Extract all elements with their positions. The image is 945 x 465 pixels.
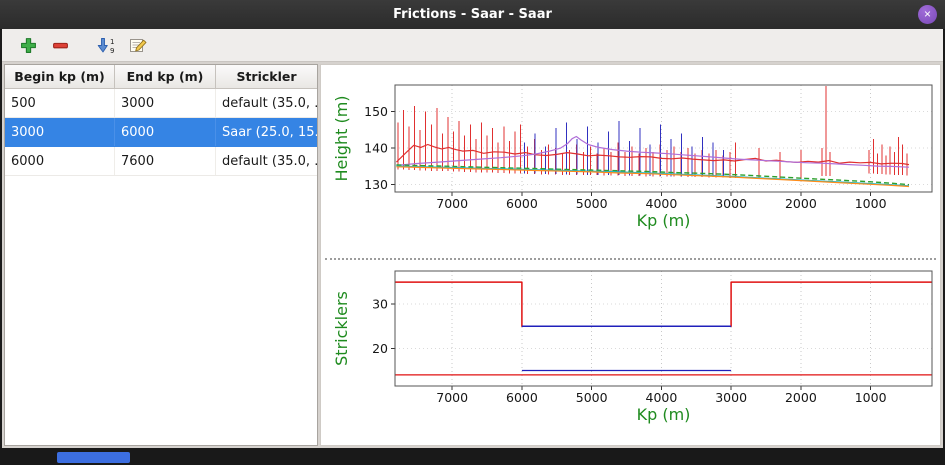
svg-text:3000: 3000 [715, 390, 747, 405]
cell-strickler: Saar (25.0, 15.0) [222, 124, 317, 140]
chart-separator [325, 258, 936, 260]
edit-pencil-icon [129, 38, 146, 52]
minus-icon [52, 42, 68, 48]
cell-end-kp: 3000 [115, 89, 216, 117]
stricklers-chart: 7000 6000 5000 4000 3000 2000 1000 20 30 Kp (m) St… [332, 270, 933, 424]
table-row-3[interactable]: 6000 7600 default (35.0, … [5, 147, 317, 176]
table-header: Begin kp (m) End kp (m) Strickler [5, 65, 317, 89]
table-row-2-selected[interactable]: 3000 6000 Saar (25.0, 15.0) [5, 118, 317, 147]
svg-text:5000: 5000 [576, 196, 608, 211]
column-header-strickler[interactable]: Strickler [236, 69, 297, 84]
svg-text:7000: 7000 [436, 390, 468, 405]
sort-button[interactable]: 1 9 [92, 32, 120, 58]
table-row-1[interactable]: 500 3000 default (35.0, … [5, 89, 317, 118]
window-bottom-edge [0, 448, 945, 465]
svg-text:30: 30 [372, 297, 388, 312]
column-header-end-kp[interactable]: End kp (m) [115, 65, 216, 88]
main-area: Begin kp (m) End kp (m) Strickler 500 30… [2, 62, 943, 448]
cell-end-kp: 7600 [115, 147, 216, 175]
svg-text:5000: 5000 [576, 390, 608, 405]
svg-text:9: 9 [110, 47, 114, 54]
svg-text:2000: 2000 [785, 196, 817, 211]
svg-text:7000: 7000 [436, 196, 468, 211]
svg-text:2000: 2000 [785, 390, 817, 405]
svg-text:6000: 6000 [506, 196, 538, 211]
cell-begin-kp: 3000 [5, 118, 115, 146]
svg-text:Kp (m): Kp (m) [637, 405, 691, 424]
svg-text:Height (m): Height (m) [332, 95, 351, 181]
svg-text:140: 140 [364, 141, 388, 156]
titlebar: Frictions - Saar - Saar × [0, 0, 945, 30]
svg-text:Stricklers: Stricklers [332, 291, 351, 366]
close-button[interactable]: × [918, 5, 937, 24]
svg-text:150: 150 [364, 104, 388, 119]
svg-text:3000: 3000 [715, 196, 747, 211]
height-chart: 7000 6000 5000 4000 3000 2000 1000 130 140 150 Kp … [332, 84, 933, 230]
svg-text:1000: 1000 [855, 196, 887, 211]
svg-text:4000: 4000 [646, 196, 678, 211]
cell-begin-kp: 6000 [5, 147, 115, 175]
svg-text:1: 1 [110, 38, 114, 46]
column-header-begin-kp[interactable]: Begin kp (m) [5, 65, 115, 88]
taskbar-item[interactable] [57, 452, 130, 463]
remove-friction-button[interactable] [46, 32, 74, 58]
cell-strickler: default (35.0, … [222, 153, 317, 169]
frictions-table: Begin kp (m) End kp (m) Strickler 500 30… [4, 64, 318, 446]
charts-panel: 7000 6000 5000 4000 3000 2000 1000 130 140 150 Kp … [320, 64, 941, 446]
svg-text:6000: 6000 [506, 390, 538, 405]
cell-strickler: default (35.0, … [222, 95, 317, 111]
edit-button[interactable] [124, 32, 152, 58]
svg-text:130: 130 [364, 177, 388, 192]
svg-text:4000: 4000 [646, 390, 678, 405]
close-icon: × [923, 6, 931, 21]
cell-end-kp: 6000 [115, 118, 216, 146]
plus-icon [20, 37, 36, 53]
sort-1-9-icon: 1 9 [97, 38, 114, 54]
svg-text:1000: 1000 [855, 390, 887, 405]
toolbar: 1 9 [2, 29, 943, 62]
svg-text:20: 20 [372, 341, 388, 356]
cell-begin-kp: 500 [5, 89, 115, 117]
window-title: Frictions - Saar - Saar [393, 7, 552, 22]
add-friction-button[interactable] [14, 32, 42, 58]
svg-text:Kp (m): Kp (m) [637, 211, 691, 230]
